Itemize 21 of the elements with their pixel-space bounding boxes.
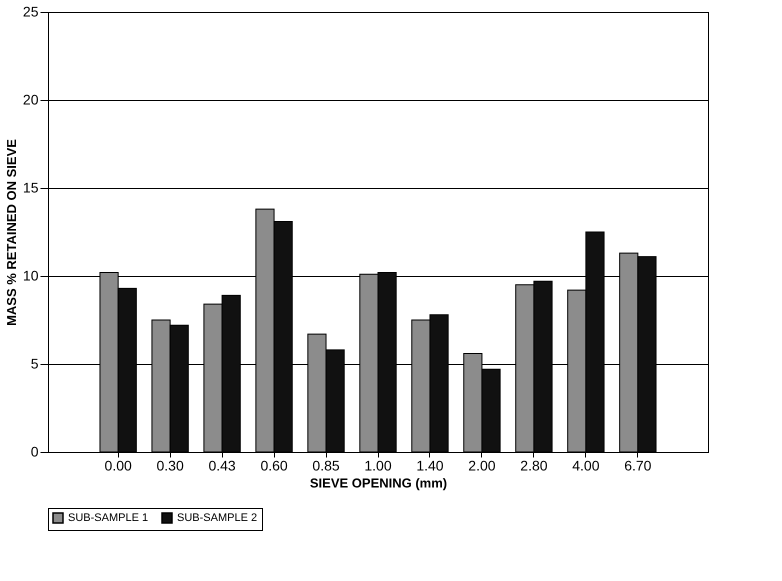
x-tick-label: 0.30 bbox=[156, 458, 184, 474]
x-tick-label: 0.60 bbox=[260, 458, 288, 474]
x-axis-title: SIEVE OPENING (mm) bbox=[310, 476, 448, 490]
x-tick-label: 4.00 bbox=[572, 458, 600, 474]
y-tick-label: 10 bbox=[22, 268, 39, 284]
x-tick-label: 1.00 bbox=[364, 458, 392, 474]
y-tick-label: 20 bbox=[22, 92, 39, 108]
x-tick-label: 6.70 bbox=[624, 458, 652, 474]
y-tick-label: 5 bbox=[30, 356, 39, 372]
y-tick-label: 15 bbox=[22, 180, 39, 196]
legend-label: SUB-SAMPLE 2 bbox=[177, 512, 258, 524]
y-tick-label: 25 bbox=[22, 4, 39, 20]
x-tick-label: 0.43 bbox=[208, 458, 236, 474]
y-tick-label: 0 bbox=[30, 444, 39, 460]
x-tick-label: 0.85 bbox=[312, 458, 340, 474]
y-axis-title: MASS % RETAINED ON SIEVE bbox=[4, 138, 19, 326]
x-tick-label: 2.80 bbox=[520, 458, 548, 474]
x-tick-label: 1.40 bbox=[416, 458, 444, 474]
legend-label: SUB-SAMPLE 1 bbox=[68, 512, 148, 524]
x-tick-label: 0.00 bbox=[104, 458, 132, 474]
x-tick-label: 2.00 bbox=[468, 458, 496, 474]
